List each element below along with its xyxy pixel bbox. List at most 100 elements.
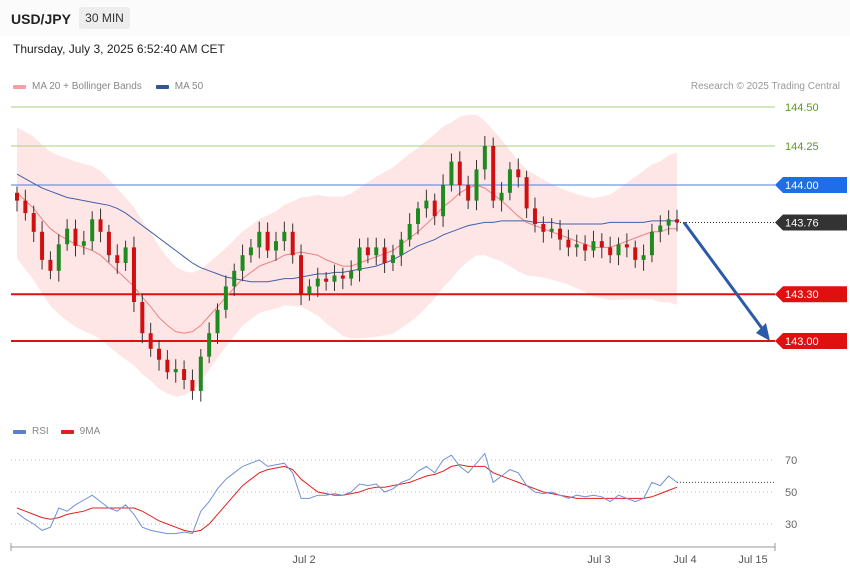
candle-body xyxy=(441,185,446,217)
legend-item-9ma: 9MA xyxy=(60,426,101,437)
candle-body xyxy=(599,241,604,248)
candle-body xyxy=(173,369,178,373)
legend-item-ma20: MA 20 + Bollinger Bands xyxy=(13,81,142,92)
candle-body xyxy=(190,380,195,391)
candle-body xyxy=(182,369,187,380)
forecast-arrow xyxy=(682,221,766,332)
candle-body xyxy=(299,255,304,295)
candle-body xyxy=(324,278,329,282)
candle-body xyxy=(591,241,596,251)
legend-item-ma50: MA 50 xyxy=(155,81,204,92)
candle-body xyxy=(140,302,145,334)
candle-body xyxy=(273,241,278,251)
last-price-tag xyxy=(775,214,847,231)
candle-body xyxy=(81,241,86,246)
candle-body xyxy=(608,247,613,256)
candle-body xyxy=(641,255,646,260)
research-credit: Research © 2025 Trading Central xyxy=(690,81,840,92)
candle-body xyxy=(390,255,395,263)
rsi-level-label-50: 50 xyxy=(785,487,797,499)
candle-body xyxy=(558,228,563,240)
candle-body xyxy=(482,146,487,170)
candle-body xyxy=(416,208,421,224)
candle-body xyxy=(48,259,53,271)
candle-body xyxy=(616,244,621,256)
pivot-tag xyxy=(775,177,847,193)
candle-body xyxy=(215,309,220,334)
candle-body xyxy=(499,192,504,201)
legend-label-9ma: 9MA xyxy=(79,426,101,437)
candle-body xyxy=(633,247,638,260)
candle-body xyxy=(65,228,70,245)
candle-body xyxy=(583,244,588,251)
candle-body xyxy=(315,278,320,287)
candle-body xyxy=(457,161,462,185)
ma20-swatch-icon xyxy=(13,84,26,89)
rsi-legend: RSI 9MA xyxy=(13,426,112,437)
candle-body xyxy=(131,247,136,302)
candle-body xyxy=(474,169,479,201)
candle-body xyxy=(407,224,412,240)
candle-body xyxy=(56,244,61,271)
resistance-label-1: 144.50 xyxy=(785,102,819,114)
candle-body xyxy=(574,244,579,248)
support-label-1: 143.30 xyxy=(785,289,819,301)
candle-body xyxy=(382,247,387,263)
candle-body xyxy=(399,239,404,256)
candle-body xyxy=(73,228,78,246)
candle-body xyxy=(223,286,228,310)
candle-body xyxy=(232,270,237,287)
support-tag-2 xyxy=(775,333,847,349)
candle-body xyxy=(466,185,471,201)
candle-body xyxy=(290,231,295,256)
9ma-swatch-icon xyxy=(60,429,74,434)
x-tick-label: Jul 15 xyxy=(738,554,767,566)
candle-body xyxy=(248,247,253,256)
candle-body xyxy=(265,231,270,251)
support-label-2: 143.00 xyxy=(785,336,819,348)
candle-body xyxy=(424,200,429,209)
candle-body xyxy=(307,286,312,295)
candle-body xyxy=(432,200,437,217)
timeframe-button[interactable]: 30 MIN xyxy=(79,7,130,29)
candle-body xyxy=(332,275,337,282)
rsi-line xyxy=(16,452,678,535)
candle-body xyxy=(157,348,162,360)
candle-body xyxy=(624,244,629,248)
candle-body xyxy=(15,192,19,201)
candle-body xyxy=(198,356,203,391)
candle-body xyxy=(449,161,454,185)
candle-body xyxy=(90,219,95,242)
x-tick-label: Jul 4 xyxy=(673,554,696,566)
x-tick-label: Jul 2 xyxy=(292,554,315,566)
9ma-line xyxy=(16,464,678,533)
candle-body xyxy=(165,359,170,373)
pivot-label: 144.00 xyxy=(785,180,819,192)
symbol-title: USD/JPY xyxy=(11,11,71,27)
x-tick-label: Jul 3 xyxy=(587,554,610,566)
rsi-level-label-30: 30 xyxy=(785,519,797,531)
candle-body xyxy=(148,333,153,349)
candle-body xyxy=(357,247,362,271)
candle-body xyxy=(240,255,245,271)
candle-body xyxy=(507,169,512,193)
main-legend: MA 20 + Bollinger Bands MA 50 xyxy=(13,81,217,92)
candle-body xyxy=(31,213,36,232)
candle-body xyxy=(541,224,546,232)
candle-body xyxy=(365,247,370,256)
legend-label-ma20: MA 20 + Bollinger Bands xyxy=(32,81,142,92)
legend-label-ma50: MA 50 xyxy=(174,81,204,92)
candle-body xyxy=(491,146,496,201)
candle-body xyxy=(658,225,663,232)
ma50-swatch-icon xyxy=(155,84,169,89)
candle-body xyxy=(123,247,128,263)
ma20-line xyxy=(16,184,677,334)
candle-body xyxy=(98,219,103,232)
candle-body xyxy=(516,169,521,178)
forecast-arrowhead-icon xyxy=(756,323,770,341)
candle-body xyxy=(666,219,671,226)
candle-body xyxy=(675,219,679,223)
candle-body xyxy=(374,247,379,256)
candle-body xyxy=(649,231,654,256)
